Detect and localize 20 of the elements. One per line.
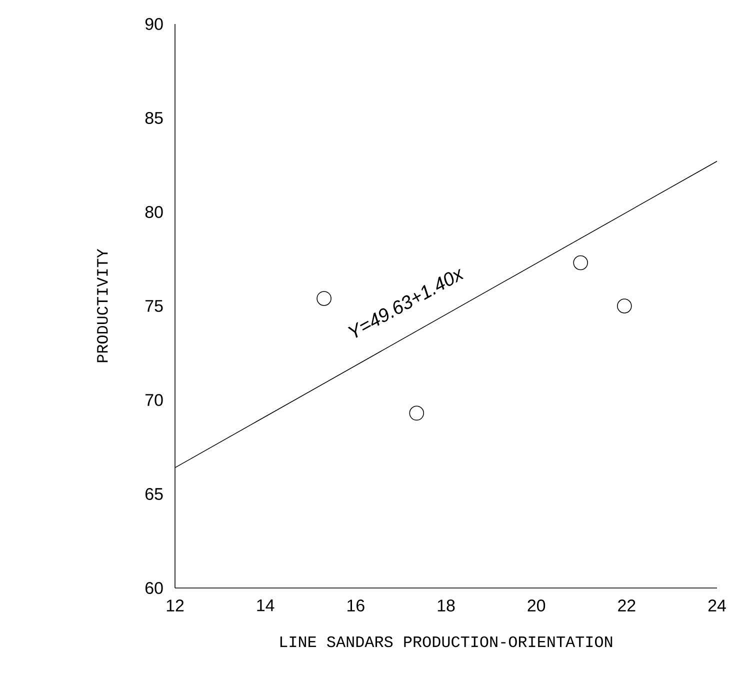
y-tick-label: 75 [146, 300, 163, 312]
y-tick-label: 70 [146, 394, 163, 406]
y-tick-label: 60 [146, 582, 163, 594]
y-tick-label: 65 [146, 488, 163, 500]
point [573, 255, 588, 270]
point [617, 298, 632, 314]
point [316, 291, 332, 306]
x-tick-label: 18 [438, 600, 455, 612]
x-tick-label: 16 [348, 600, 364, 612]
x-tick-label: 14 [257, 600, 274, 612]
y-axis-title: PRODUCTIVITY [96, 248, 108, 362]
x-tick-label: 20 [528, 600, 546, 612]
x-tick-label: 24 [708, 600, 726, 612]
y-tick-label: 85 [145, 112, 163, 124]
x-tick-label: 12 [166, 600, 184, 612]
y-tick-label: 80 [145, 206, 163, 218]
x-axis-title: LINE SANDARS PRODUCTION-ORIENTATION [280, 636, 612, 648]
x-tick-label: 22 [618, 600, 636, 612]
y-tick-label: 90 [145, 18, 163, 30]
point [409, 406, 424, 421]
